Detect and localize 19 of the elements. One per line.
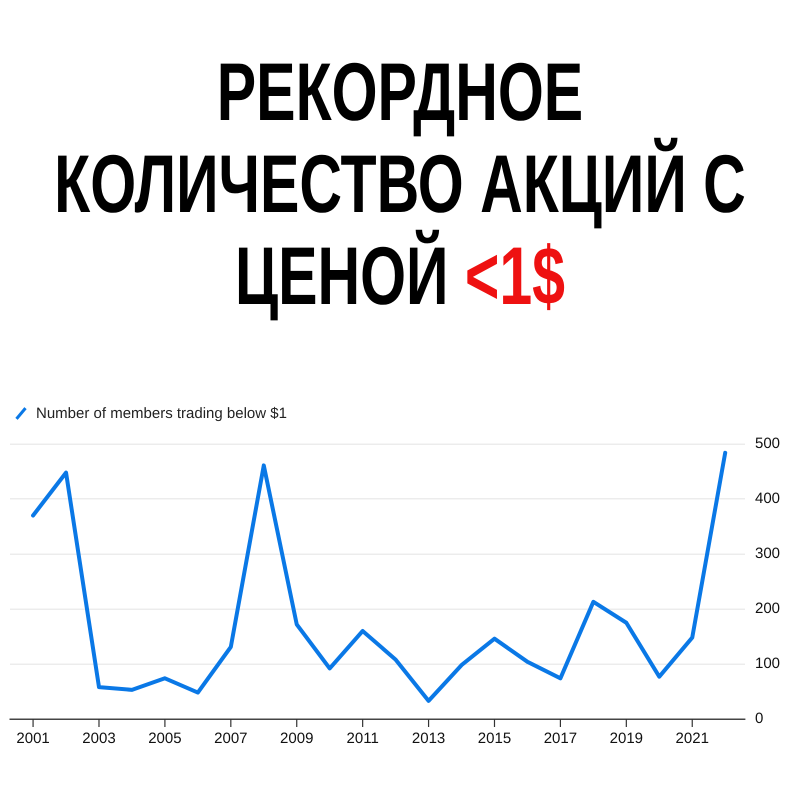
y-tick-label: 500 [754, 435, 780, 452]
x-tick-label: 2003 [82, 730, 116, 748]
x-tick-label: 2013 [412, 730, 446, 748]
x-tick-label: 2011 [346, 730, 379, 748]
x-tick-label: 2015 [478, 730, 512, 748]
x-tick-label: 2007 [214, 730, 248, 748]
legend-label: Number of members trading below $1 [36, 405, 287, 422]
y-tick-label: 0 [754, 710, 764, 728]
x-tick-label: 2017 [544, 730, 578, 748]
y-tick-label: 300 [754, 545, 780, 562]
x-tick-label: 2005 [148, 730, 182, 748]
x-tick-label: 2009 [280, 730, 314, 748]
chart-title: РЕКОРДНОЕ КОЛИЧЕСТВО АКЦИЙ С ЦЕНОЙ <1$ [53, 47, 747, 323]
y-tick-label: 200 [754, 600, 780, 618]
y-tick-label: 400 [754, 490, 780, 508]
x-tick-label: 2019 [610, 730, 644, 748]
x-tick-label: 2021 [676, 730, 709, 748]
y-tick-label: 100 [754, 655, 780, 672]
x-tick-label: 2001 [16, 730, 50, 748]
